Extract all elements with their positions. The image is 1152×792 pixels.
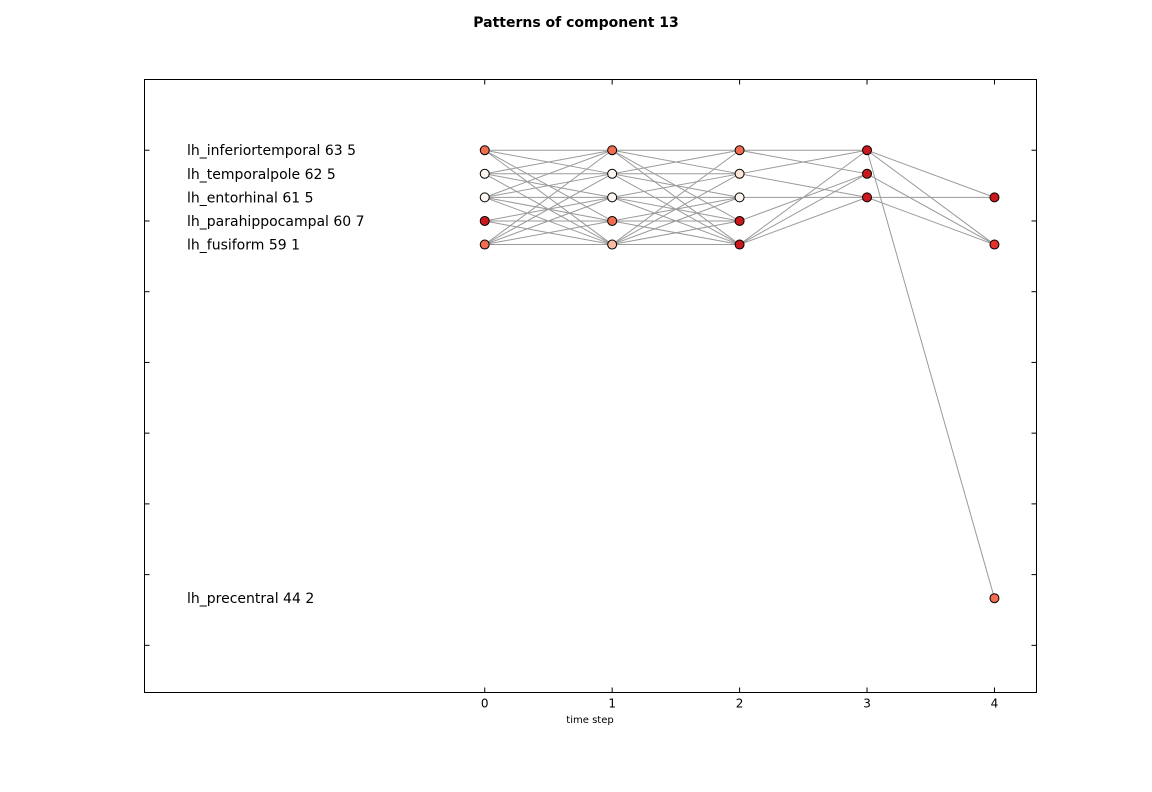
pattern-node — [989, 192, 1000, 203]
chart-title: Patterns of component 13 — [473, 15, 679, 31]
transition-edge — [866, 173, 995, 245]
transition-edge — [612, 220, 740, 246]
pattern-node — [607, 215, 618, 226]
transition-edge — [739, 173, 868, 245]
transition-edge — [484, 196, 613, 246]
region-label: lh_fusiform 59 1 — [187, 238, 300, 254]
transition-edge — [739, 196, 868, 246]
region-label: lh_entorhinal 61 5 — [187, 190, 314, 206]
pattern-node — [479, 192, 490, 203]
pattern-node — [479, 215, 490, 226]
pattern-node — [734, 192, 745, 203]
pattern-node — [989, 593, 1000, 604]
transition-edge — [611, 149, 740, 245]
transition-edge — [484, 220, 613, 246]
plot-frame — [144, 79, 1037, 693]
region-label: lh_inferiortemporal 63 5 — [187, 143, 356, 159]
pattern-node — [862, 192, 873, 203]
pattern-node — [479, 145, 490, 156]
pattern-node — [607, 168, 618, 179]
transition-edge — [866, 149, 995, 198]
x-tick-label: 0 — [481, 697, 489, 711]
transition-edge — [484, 173, 613, 245]
nodes-layer — [479, 145, 1000, 604]
transition-edge — [484, 149, 613, 245]
transition-edge — [866, 196, 995, 246]
x-tick-label: 2 — [736, 697, 744, 711]
region-label: lh_temporalpole 62 5 — [187, 167, 336, 183]
pattern-node — [734, 239, 745, 250]
pattern-node — [607, 239, 618, 250]
x-axis-label: time step — [566, 715, 613, 726]
pattern-node — [479, 168, 490, 179]
transition-edge — [739, 173, 868, 198]
pattern-node — [607, 192, 618, 203]
region-label: lh_precentral 44 2 — [187, 591, 314, 607]
transition-edge — [866, 150, 995, 599]
x-tick-label: 1 — [608, 697, 616, 711]
transition-edge — [484, 149, 613, 175]
edges-layer — [484, 149, 995, 599]
pattern-node — [734, 215, 745, 226]
ticks-layer: 0 1 2 3 4 — [144, 79, 1037, 711]
x-tick-label: 4 — [991, 697, 999, 711]
pattern-node — [989, 239, 1000, 250]
transition-edge — [611, 196, 740, 246]
transition-edge — [739, 149, 868, 245]
transition-edge — [484, 173, 613, 198]
transition-edge — [611, 173, 740, 245]
labels-layer: lh_inferiortemporal 63 5 lh_temporalpole … — [187, 143, 365, 607]
pattern-node — [479, 239, 490, 250]
x-tick-label: 3 — [863, 697, 871, 711]
transition-edge — [612, 173, 740, 198]
pattern-node — [734, 145, 745, 156]
transition-edge — [739, 149, 868, 175]
pattern-node — [862, 145, 873, 156]
pattern-node — [734, 168, 745, 179]
pattern-node — [862, 168, 873, 179]
pattern-node — [607, 145, 618, 156]
transition-edge — [484, 149, 613, 198]
transition-edge — [612, 149, 740, 175]
region-label: lh_parahippocampal 60 7 — [187, 214, 365, 230]
